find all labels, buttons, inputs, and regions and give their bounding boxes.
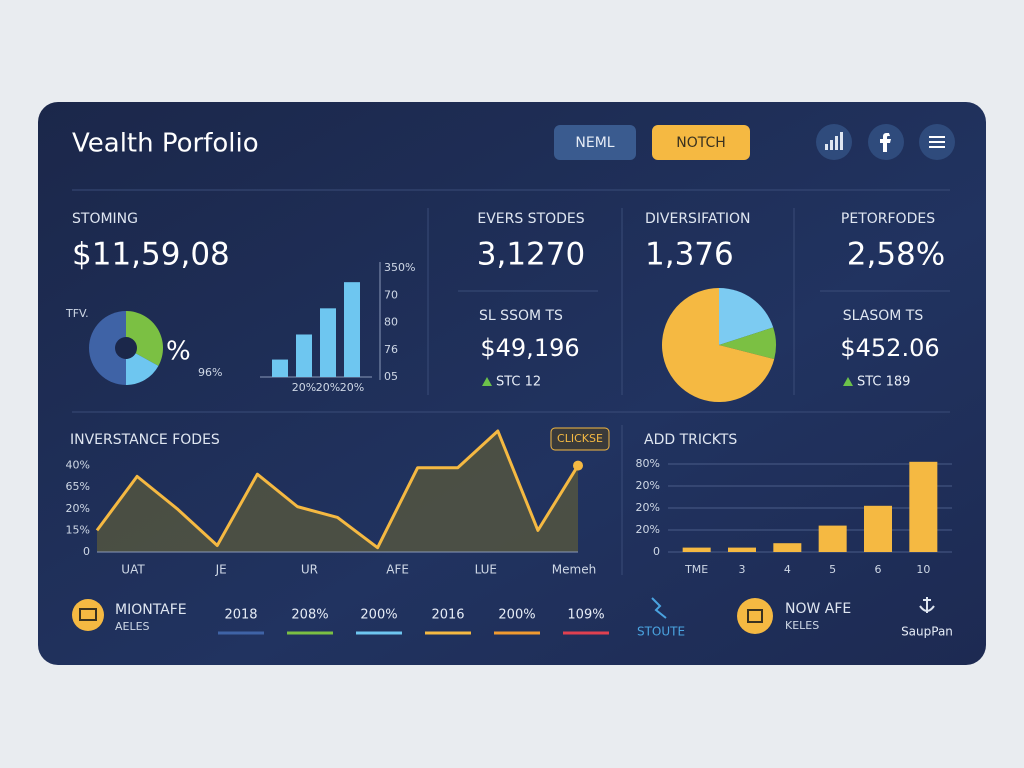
stat-sub-value: $452.06 — [840, 334, 939, 362]
line — [95, 429, 580, 550]
x-tick-label: UR — [301, 563, 318, 577]
y-tick-label: 350% — [384, 261, 415, 274]
icon — [919, 597, 935, 613]
footer-brand: SaupPan — [901, 625, 953, 639]
area-fill — [97, 431, 578, 552]
y-tick-label: 70 — [384, 288, 398, 301]
footer-title: NOW AFE — [785, 601, 851, 617]
x-tick-label: 20% — [340, 381, 364, 394]
bar — [864, 505, 892, 552]
pie-slice — [89, 311, 126, 385]
x-tick-label: 5 — [829, 563, 836, 576]
stat-change: STC 12 — [496, 375, 541, 390]
y-tick-label: 40% — [66, 459, 90, 472]
button[interactable] — [554, 125, 636, 160]
pie-slice — [719, 327, 776, 360]
y-tick-label: 20% — [636, 523, 660, 536]
point — [573, 460, 583, 471]
y-tick-label: 80 — [384, 316, 398, 329]
bar — [682, 547, 711, 552]
icon-button[interactable] — [816, 124, 852, 160]
legend-label: 200% — [498, 608, 535, 623]
y-tick-label: 65% — [66, 480, 90, 493]
y-tick-label: 15% — [66, 523, 90, 536]
stat-label: PETORFODES — [841, 211, 935, 227]
stat-value: 2,58% — [847, 237, 945, 273]
pie-slice — [719, 288, 774, 345]
stat-value: 3,1270 — [477, 237, 585, 273]
legend-label: 2016 — [431, 608, 464, 623]
stat-change: STC 189 — [857, 375, 910, 390]
x-tick-label: 4 — [784, 563, 791, 576]
x-tick-label: TME — [684, 563, 708, 576]
x-tick-label: 3 — [739, 563, 746, 576]
annotation-box — [550, 427, 610, 451]
stat-label: EVERS STODES — [477, 211, 584, 227]
bar — [272, 359, 288, 377]
button[interactable] — [652, 125, 750, 160]
icons — [816, 124, 955, 160]
y-tick-label: 0 — [83, 545, 90, 558]
bar — [909, 461, 938, 552]
donut-hole — [115, 337, 137, 359]
footer-title: MIONTAFE — [115, 602, 187, 618]
pie-label: TFV. — [65, 307, 89, 320]
bar — [773, 543, 802, 552]
bar — [728, 547, 756, 552]
title: Vealth Porfolio — [72, 129, 259, 159]
y-tick-label: 20% — [636, 479, 660, 492]
bar — [344, 282, 360, 377]
bar — [296, 334, 312, 377]
x-tick-label: AFE — [386, 563, 409, 577]
y-tick-label: 05 — [384, 370, 398, 383]
chart-title: ADD TRICKTS — [644, 432, 737, 448]
y-tick-label: 0 — [653, 545, 660, 558]
icon — [651, 597, 667, 619]
bar — [818, 525, 847, 552]
x-tick-label: LUE — [475, 563, 497, 577]
legend-label: 109% — [567, 608, 604, 623]
stat-label: STOMING — [72, 211, 138, 227]
up-arrow — [482, 377, 492, 386]
y-tick-label: 20% — [66, 502, 90, 515]
stat-label: DIVERSIFATION — [645, 211, 751, 227]
stat-sub-label: SL SSOM TS — [479, 308, 563, 324]
legend-label: 2018 — [224, 608, 257, 623]
button-label[interactable]: NOTCH — [676, 135, 726, 151]
x-tick-label: JE — [215, 563, 227, 577]
y-tick-label: 76 — [384, 343, 398, 356]
x-tick-label: UAT — [121, 563, 145, 577]
footer-sub: KELES — [785, 619, 819, 632]
icon — [737, 598, 773, 634]
icon — [72, 599, 104, 631]
bar — [320, 308, 336, 377]
chart-title: INVERSTANCE FODES — [70, 432, 220, 448]
footer-link[interactable]: STOUTE — [637, 625, 685, 639]
stat-sub-label: SLASOM TS — [843, 308, 924, 324]
x-tick-label: 20% — [316, 381, 340, 394]
button-label[interactable]: NEML — [575, 135, 614, 151]
up-arrow — [843, 377, 853, 386]
x-tick-label: Memeh — [552, 563, 596, 577]
annotation: CLICKSE — [557, 432, 603, 445]
legend-label: 200% — [360, 608, 397, 623]
stat-sub-value: $49,196 — [480, 334, 579, 362]
footer-sub: AELES — [115, 620, 150, 633]
x-tick-label: 6 — [875, 563, 882, 576]
y-tick-label: 80% — [636, 457, 660, 470]
pie-note: 96% — [198, 366, 222, 379]
pie-center-text: % — [166, 337, 191, 367]
stat-value: $11,59,08 — [72, 237, 230, 273]
x-tick-label: 10 — [916, 563, 930, 576]
pie-slice — [662, 288, 775, 402]
x-tick-label: 20% — [292, 381, 316, 394]
stat-value: 1,376 — [645, 237, 734, 273]
pie-slice — [126, 348, 159, 385]
legend-label: 208% — [291, 608, 328, 623]
y-tick-label: 20% — [636, 501, 660, 514]
